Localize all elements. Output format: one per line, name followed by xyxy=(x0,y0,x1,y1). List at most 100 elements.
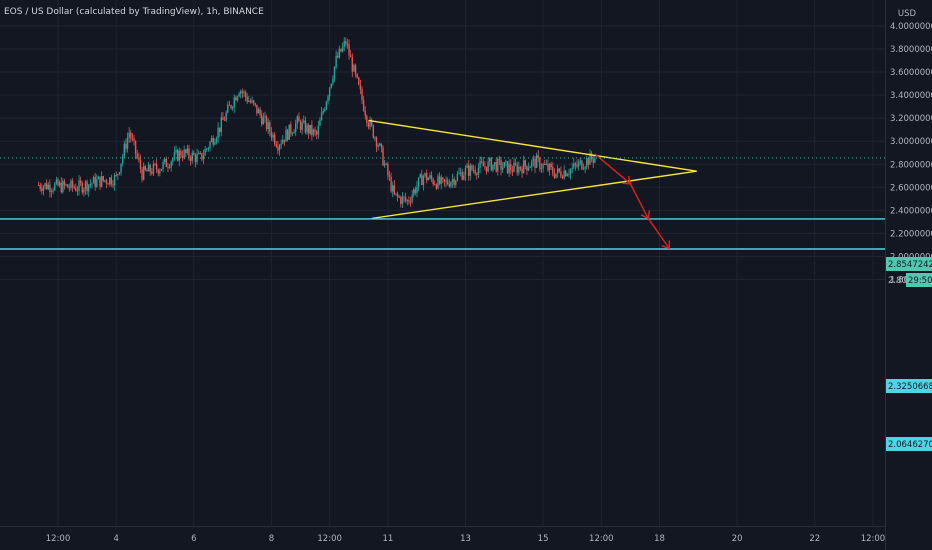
candle-body xyxy=(185,149,187,153)
candle-body xyxy=(120,163,122,173)
candle-body xyxy=(104,180,106,182)
candle-body xyxy=(214,142,216,145)
candle-body xyxy=(361,89,363,101)
candle-body xyxy=(589,153,591,165)
candle-body xyxy=(173,151,176,159)
candle-body xyxy=(273,134,276,144)
candle-body xyxy=(285,129,287,142)
candle-body xyxy=(425,173,428,181)
candle-body xyxy=(301,122,303,130)
candle-body xyxy=(401,196,404,204)
price-tick-label: 2.4000000 xyxy=(890,206,932,216)
candle-body xyxy=(577,162,580,167)
candle-body xyxy=(500,160,502,170)
candle-body xyxy=(149,164,151,173)
candle-body xyxy=(474,170,476,174)
price-tick-label: 2.6000000 xyxy=(890,183,932,193)
candle-body xyxy=(227,104,229,113)
candle-body xyxy=(403,196,405,198)
candle-body xyxy=(152,163,155,174)
price-tags: 2.8547242 2.80 29:50 2.3250668 2.0646270 xyxy=(886,257,932,451)
candle-body xyxy=(370,119,373,126)
candle-body xyxy=(396,193,399,197)
candle-body xyxy=(379,143,381,146)
candle-body xyxy=(307,124,310,134)
candle-body xyxy=(298,116,300,122)
candle-body xyxy=(353,65,355,72)
candle-body xyxy=(67,184,69,188)
candle-body xyxy=(506,161,509,174)
candle-body xyxy=(333,66,336,79)
candle-body xyxy=(568,174,570,176)
candle-body xyxy=(58,182,61,186)
support-1-label: 2.3250668 xyxy=(888,382,932,392)
candle-body xyxy=(238,93,240,97)
candle-body xyxy=(510,164,512,171)
candle-body xyxy=(112,184,114,186)
candle-body xyxy=(130,132,132,139)
candle-body xyxy=(319,120,321,126)
candle-body xyxy=(324,109,326,111)
candle-body xyxy=(212,138,214,145)
candle-body xyxy=(251,100,253,103)
candle-body xyxy=(100,176,103,187)
candle-body xyxy=(516,165,518,173)
candle-body xyxy=(493,162,496,165)
candle-body xyxy=(358,77,360,85)
price-tick-label: 4.0000000 xyxy=(890,22,932,32)
candle-body xyxy=(471,165,473,171)
candle-body xyxy=(282,139,284,144)
candle-body xyxy=(514,163,517,166)
candle-body xyxy=(340,48,342,52)
candle-body xyxy=(485,166,488,172)
candle-body xyxy=(144,166,147,170)
candle-body xyxy=(492,164,494,171)
candle-body xyxy=(165,158,168,167)
candle-body xyxy=(495,162,497,172)
candle-body xyxy=(91,183,93,185)
candle-body xyxy=(176,150,179,161)
candle-body xyxy=(558,168,560,172)
candle-body xyxy=(194,155,197,163)
candle-body xyxy=(395,193,397,195)
candle-body xyxy=(110,177,113,185)
candle-body xyxy=(497,158,499,172)
candle-body xyxy=(55,179,58,184)
candle-body xyxy=(277,146,279,151)
candle-body xyxy=(356,73,358,78)
candle-body xyxy=(256,104,258,114)
candle-body xyxy=(217,127,219,139)
candle-body xyxy=(531,160,533,167)
candle-body xyxy=(94,177,96,187)
time-axis[interactable]: 12:00 4 6 8 12:00 11 13 15 12:00 18 20 22 12:00 xyxy=(46,534,885,544)
candle-body xyxy=(505,161,507,163)
candle-body xyxy=(372,125,375,138)
candle-body xyxy=(348,44,350,56)
candle-body xyxy=(535,155,538,168)
candle-body xyxy=(476,173,478,175)
time-tick-label: 4 xyxy=(114,534,119,544)
candle-body xyxy=(555,173,557,178)
candle-body xyxy=(390,176,392,192)
candle-body xyxy=(291,133,294,135)
candle-body xyxy=(52,190,54,192)
candle-body xyxy=(325,101,328,110)
grid-lines xyxy=(0,0,885,526)
candle-body xyxy=(86,181,88,192)
candle-body xyxy=(262,117,265,125)
price-tick-label: 2.8000000 xyxy=(890,160,932,170)
candle-body xyxy=(383,163,386,166)
candle-body xyxy=(131,138,134,140)
candle-body xyxy=(79,180,82,183)
candle-body xyxy=(566,174,569,177)
candle-body xyxy=(290,124,292,134)
candle-body xyxy=(443,179,446,182)
price-tick-label: 3.8000000 xyxy=(890,45,932,55)
candle-body xyxy=(102,176,104,181)
time-tick-label: 18 xyxy=(654,534,665,544)
candle-body xyxy=(550,163,552,167)
candle-body xyxy=(463,175,465,180)
candle-body xyxy=(204,149,206,156)
